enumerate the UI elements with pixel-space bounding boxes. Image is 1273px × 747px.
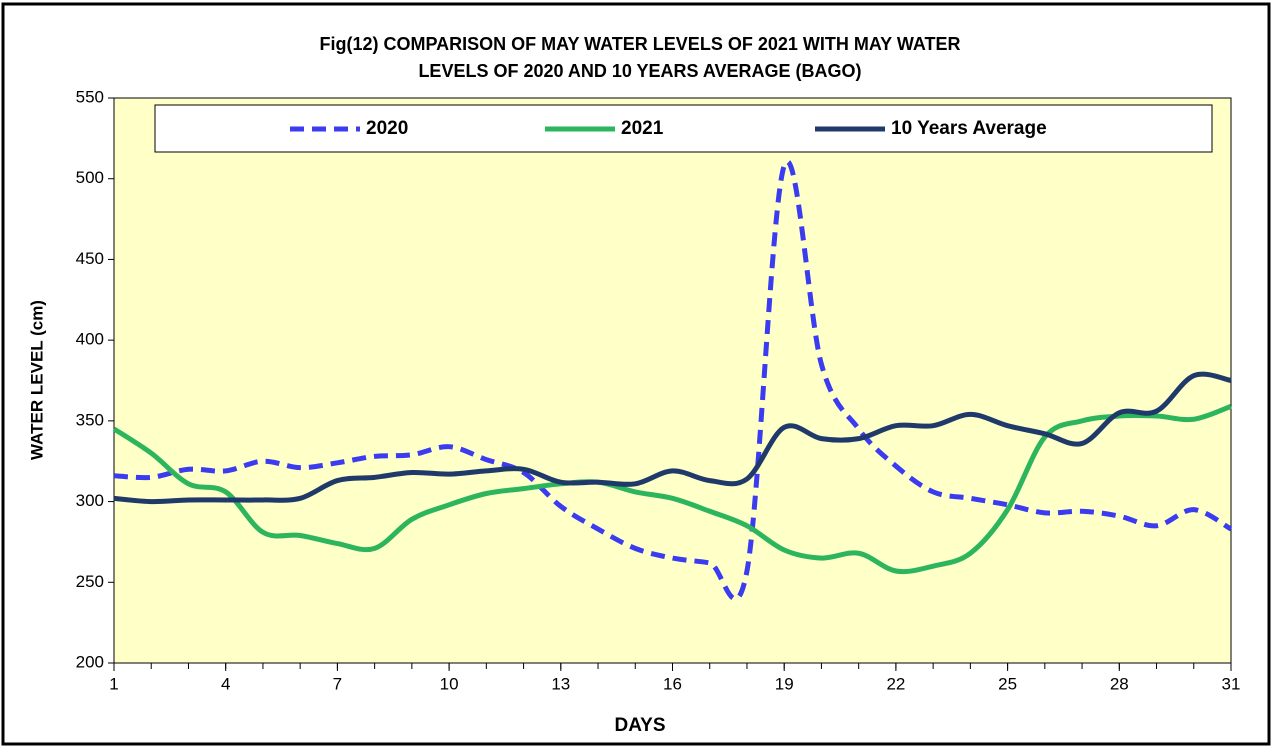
x-tick-label: 7 bbox=[333, 674, 342, 693]
series-line bbox=[113, 159, 1233, 602]
x-tick-label: 4 bbox=[221, 674, 230, 693]
x-tick-label: 25 bbox=[998, 674, 1017, 693]
chart-title: Fig(12) COMPARISON OF MAY WATER LEVELS O… bbox=[319, 34, 960, 54]
legend-label: 2020 bbox=[366, 118, 408, 139]
x-tick-label: 1 bbox=[109, 674, 118, 693]
y-tick-label: 400 bbox=[76, 330, 104, 349]
plot-area bbox=[113, 97, 1232, 664]
y-tick-label: 550 bbox=[76, 87, 104, 106]
x-tick-label: 31 bbox=[1222, 674, 1241, 693]
y-axis-label: WATER LEVEL (cm) bbox=[27, 300, 46, 460]
y-tick-label: 300 bbox=[76, 491, 104, 510]
y-tick-label: 450 bbox=[76, 249, 104, 268]
y-tick-label: 250 bbox=[76, 572, 104, 591]
x-tick-label: 16 bbox=[663, 674, 682, 693]
x-axis-label: DAYS bbox=[614, 715, 665, 736]
chart-title: LEVELS OF 2020 AND 10 YEARS AVERAGE (BAG… bbox=[418, 61, 861, 81]
series-line bbox=[113, 371, 1232, 505]
y-tick-label: 200 bbox=[76, 652, 104, 671]
legend bbox=[154, 104, 1213, 153]
x-tick-label: 22 bbox=[886, 674, 905, 693]
y-tick-label: 350 bbox=[76, 410, 104, 429]
legend-label: 10 Years Average bbox=[891, 118, 1047, 139]
series-line bbox=[112, 403, 1232, 575]
x-tick-label: 10 bbox=[440, 674, 459, 693]
legend-label: 2021 bbox=[621, 118, 664, 139]
x-tick-label: 28 bbox=[1110, 674, 1129, 693]
x-tick-label: 19 bbox=[775, 674, 794, 693]
y-tick-label: 500 bbox=[76, 168, 104, 187]
x-tick-label: 13 bbox=[551, 674, 570, 693]
